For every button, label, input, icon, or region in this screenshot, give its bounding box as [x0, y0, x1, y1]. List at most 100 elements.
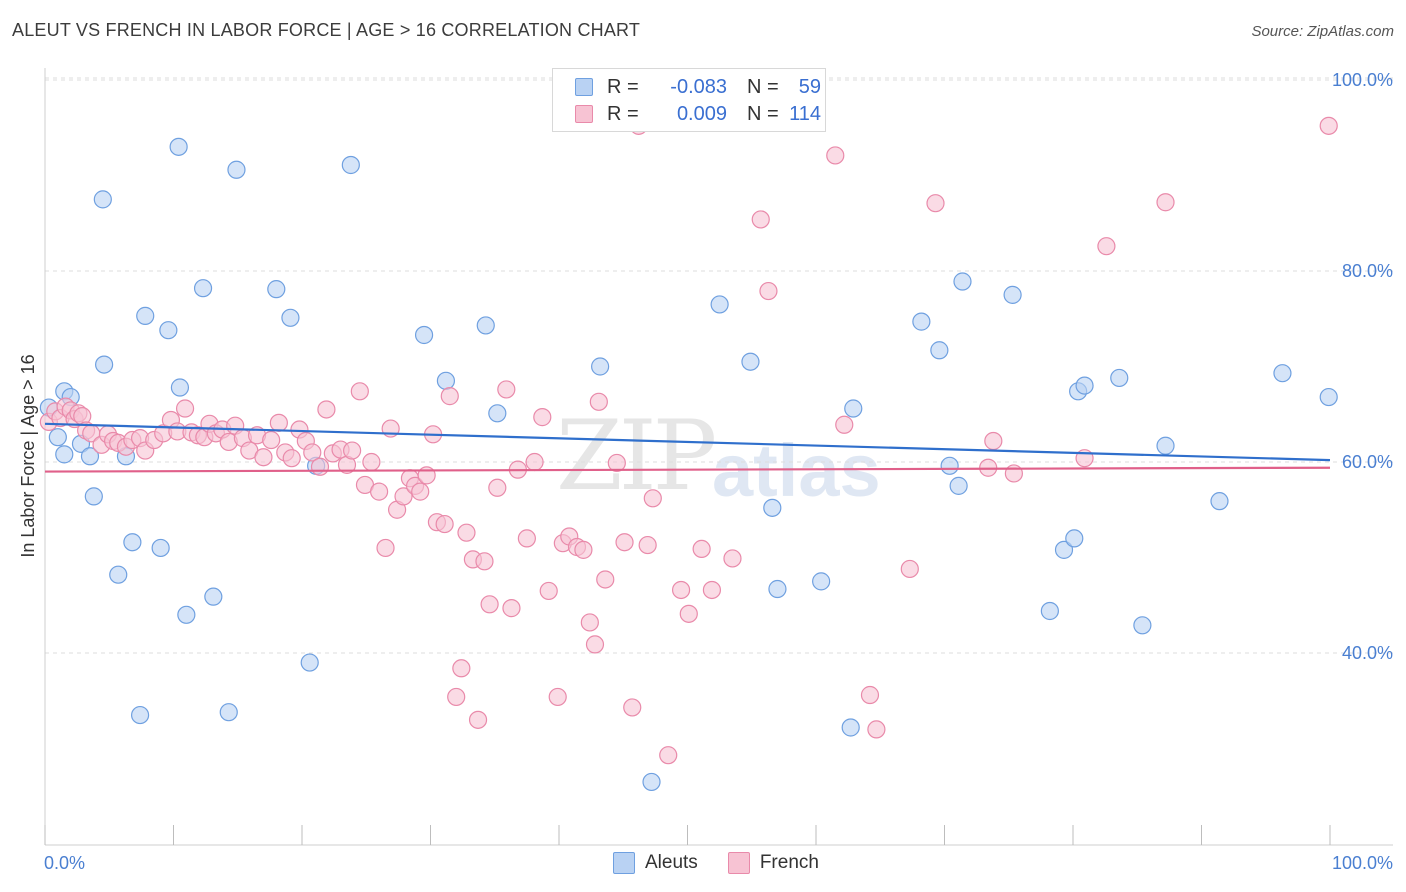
aleuts-point	[436, 371, 456, 390]
french-point	[502, 599, 521, 618]
aleuts-point	[123, 533, 142, 552]
french-point	[394, 487, 413, 506]
aleuts-trendline	[44, 422, 1331, 462]
legend-r-label: R =	[607, 75, 639, 98]
aleuts-point	[109, 565, 128, 584]
aleuts-point	[1110, 368, 1129, 388]
stats-legend: R = -0.083 N = 59 R = 0.009 N = 114	[552, 68, 826, 132]
french-point	[310, 457, 330, 476]
aleuts-point	[1156, 436, 1175, 455]
aleuts-label: Aleuts	[645, 852, 698, 873]
points-layer	[39, 116, 1338, 792]
legend-n-label: N =	[747, 75, 779, 98]
french-point	[376, 538, 395, 558]
french-point	[835, 415, 854, 434]
aleuts-point	[1319, 387, 1338, 407]
aleuts-point	[341, 155, 360, 175]
aleuts-point	[812, 572, 831, 591]
aleuts-point	[414, 325, 434, 345]
series-legend-aleuts[interactable]: Aleuts	[613, 852, 698, 874]
french-point	[615, 533, 634, 552]
aleuts-point	[949, 476, 968, 495]
aleuts-point	[841, 718, 860, 737]
french-point	[175, 399, 195, 418]
french-point	[452, 659, 471, 678]
french-point	[589, 392, 608, 411]
aleuts-point	[169, 137, 188, 156]
aleuts-point	[940, 456, 959, 475]
aleuts-point	[1075, 376, 1094, 395]
french-point	[548, 687, 567, 707]
french-point	[517, 529, 536, 548]
french-point	[574, 540, 593, 559]
french-point	[480, 595, 499, 614]
grid-layer	[45, 77, 1393, 654]
french-point	[638, 535, 657, 555]
legend-row-french: R = 0.009 N = 114	[575, 101, 821, 127]
french-point	[447, 687, 466, 707]
axis-layer	[44, 68, 1393, 846]
french-point	[1097, 237, 1116, 256]
french-point	[497, 380, 516, 399]
french-point	[702, 580, 722, 600]
aleuts-point	[48, 428, 67, 447]
french-point	[343, 441, 362, 460]
aleuts-point	[1210, 492, 1229, 511]
french-point	[596, 570, 615, 589]
y-tick-label: 80.0%	[1342, 261, 1393, 281]
french-point	[585, 635, 605, 654]
aleuts-point	[1133, 616, 1152, 635]
french-point	[457, 523, 476, 542]
aleuts-point	[763, 498, 782, 517]
french-point	[1156, 193, 1175, 212]
french-point	[303, 443, 322, 462]
aleuts-swatch	[613, 852, 635, 874]
french-point	[623, 698, 642, 717]
legend-n-label: N =	[747, 102, 779, 125]
french-point	[860, 685, 880, 705]
aleuts-point	[768, 579, 787, 599]
aleuts-point	[912, 312, 931, 331]
aleuts-point	[844, 399, 863, 418]
french-point	[900, 559, 919, 579]
aleuts-point	[267, 280, 286, 299]
aleuts-point	[281, 308, 300, 327]
french-point	[607, 453, 626, 473]
french-point	[984, 431, 1003, 451]
aleuts-point	[488, 404, 507, 423]
french-point	[488, 478, 507, 497]
label-layer: 100.0% 80.0% 60.0% 40.0% 0.0% 100.0% In Labor …	[18, 70, 1393, 873]
aleuts-point	[1273, 364, 1292, 383]
legend-swatch-french	[575, 105, 593, 123]
aleuts-point	[953, 272, 972, 291]
aleuts-point	[1040, 601, 1059, 621]
french-point	[411, 482, 430, 501]
french-point	[926, 194, 945, 213]
french-point	[751, 210, 770, 229]
aleuts-point	[84, 487, 103, 506]
series-legend-french[interactable]: French	[727, 852, 819, 874]
legend-n-value: 114	[789, 102, 821, 125]
french-point	[679, 604, 698, 623]
aleuts-point	[177, 605, 196, 624]
aleuts-point	[93, 190, 112, 209]
french-point	[539, 581, 558, 601]
watermark-zip: ZIP	[556, 400, 717, 512]
french-point	[282, 449, 301, 468]
y-tick-label: 60.0%	[1342, 452, 1393, 472]
aleuts-point	[159, 321, 178, 340]
french-point	[362, 452, 381, 472]
french-point	[1004, 464, 1023, 483]
legend-r-value: 0.009	[676, 102, 727, 125]
french-trendline	[44, 466, 1331, 473]
aleuts-point	[300, 653, 319, 672]
french-point	[370, 482, 389, 501]
trend-layer	[44, 422, 1331, 473]
french-point	[254, 448, 273, 467]
aleuts-point	[130, 705, 150, 725]
aleuts-point	[170, 378, 190, 397]
x-tick-label-min: 0.0%	[44, 853, 85, 873]
aleuts-point	[193, 279, 213, 298]
aleuts-point	[591, 357, 610, 376]
